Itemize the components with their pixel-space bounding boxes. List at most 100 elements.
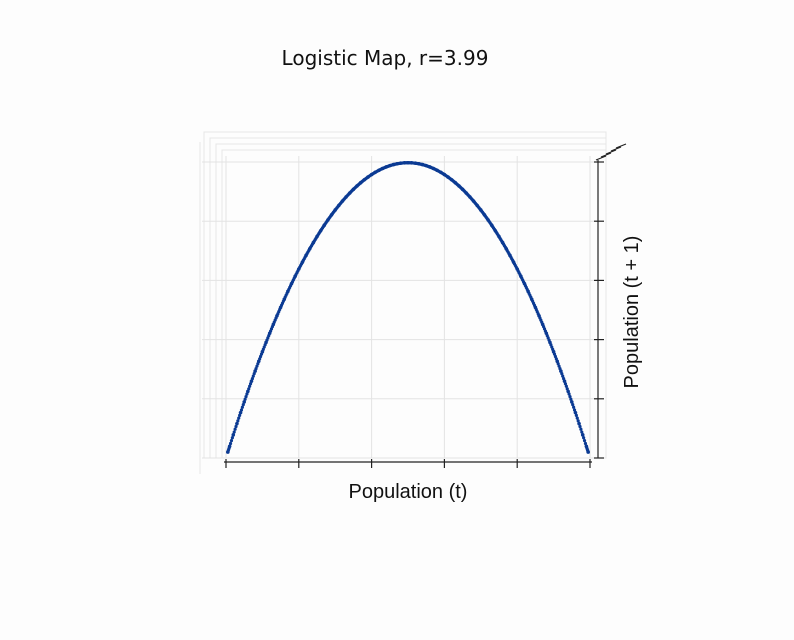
- data-point: [232, 430, 236, 434]
- data-point: [565, 387, 569, 391]
- pane-outline: [221, 149, 607, 459]
- data-point: [576, 419, 580, 423]
- data-point: [238, 413, 242, 417]
- y-axis-label: Population (t + 1): [621, 236, 643, 389]
- data-point: [238, 410, 243, 415]
- data-point: [274, 316, 278, 320]
- data-point: [296, 269, 300, 273]
- data-point: [547, 338, 551, 342]
- data-point: [572, 405, 576, 409]
- data-point: [303, 255, 307, 259]
- data-point: [228, 441, 233, 446]
- data-point: [543, 329, 548, 333]
- data-point: [229, 438, 234, 443]
- data-point: [562, 379, 567, 383]
- data-point: [578, 424, 582, 429]
- grid: [202, 156, 598, 459]
- data-point: [511, 258, 515, 262]
- data-point: [255, 364, 259, 368]
- data-point: [536, 312, 540, 316]
- data-point: [507, 252, 511, 256]
- data-point: [321, 225, 325, 229]
- data-point: [562, 377, 566, 381]
- data-point: [336, 204, 340, 209]
- data-point: [314, 236, 318, 240]
- data-point: [583, 441, 588, 446]
- data-point: [256, 362, 260, 366]
- data-point: [237, 416, 241, 420]
- data-point: [474, 202, 478, 206]
- data-point: [339, 200, 344, 204]
- depth-tick: [595, 155, 607, 161]
- data-point: [518, 272, 522, 277]
- data-point: [582, 438, 587, 443]
- depth-tick: [610, 146, 622, 152]
- data-point: [236, 419, 240, 423]
- depth-tick: [605, 149, 617, 155]
- data-point: [230, 436, 234, 440]
- data-point: [233, 427, 237, 431]
- depth-tick: [615, 143, 627, 149]
- data-point: [579, 427, 583, 431]
- data-point: [259, 352, 264, 356]
- data-point: [572, 408, 577, 412]
- axes: [224, 143, 627, 468]
- data-point: [566, 389, 570, 394]
- data-point: [289, 284, 293, 288]
- data-point: [571, 402, 575, 407]
- data-point: [278, 307, 282, 312]
- data-point: [570, 400, 574, 404]
- pane-outline: [209, 137, 607, 459]
- data-point: [485, 217, 489, 221]
- data-point: [231, 433, 236, 437]
- data-point: [242, 400, 246, 404]
- data-point: [580, 433, 585, 437]
- data-point: [568, 395, 572, 399]
- depth-tick: [600, 152, 612, 158]
- data-point: [554, 357, 558, 361]
- data-point: [521, 280, 526, 284]
- data-point: [240, 405, 244, 409]
- data-point: [563, 382, 568, 386]
- data-point: [574, 413, 578, 417]
- data-point: [481, 212, 486, 216]
- data-point: [551, 347, 555, 351]
- data-point: [248, 384, 252, 388]
- data-point: [564, 384, 568, 388]
- chart-title: Logistic Map, r=3.99: [282, 46, 489, 70]
- data-point: [292, 276, 296, 280]
- data-points: [226, 160, 590, 454]
- data-point: [332, 209, 336, 213]
- data-point: [252, 371, 256, 376]
- background-panes: [199, 131, 607, 474]
- data-point: [241, 402, 245, 407]
- data-point: [489, 222, 493, 226]
- data-point: [325, 219, 329, 223]
- data-point: [500, 239, 504, 243]
- pane-outline: [203, 131, 607, 459]
- data-point: [244, 395, 248, 399]
- data-point: [248, 382, 253, 386]
- data-point: [582, 436, 586, 440]
- data-point: [250, 377, 254, 381]
- data-point: [478, 207, 482, 211]
- data-point: [285, 291, 289, 295]
- data-point: [573, 410, 578, 415]
- data-point: [569, 397, 573, 401]
- data-point: [234, 424, 238, 429]
- data-point: [577, 421, 581, 426]
- data-point: [586, 449, 590, 453]
- data-point: [246, 389, 250, 394]
- data-point: [310, 242, 315, 246]
- data-point: [540, 320, 544, 324]
- data-point: [329, 214, 333, 218]
- data-point: [575, 416, 579, 420]
- pane-outline: [215, 143, 607, 459]
- data-point: [514, 265, 518, 269]
- data-point: [580, 430, 584, 434]
- data-point: [567, 392, 571, 396]
- data-point: [503, 245, 507, 249]
- data-point: [247, 387, 251, 391]
- data-point: [560, 371, 564, 376]
